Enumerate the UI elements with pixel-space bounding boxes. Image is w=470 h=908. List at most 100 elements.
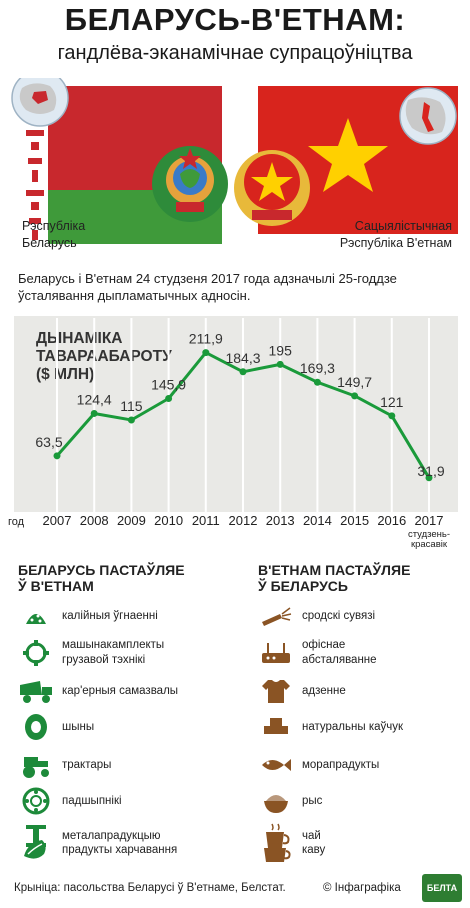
page-title: БЕЛАРУСЬ-В'ЕТНАМ: xyxy=(64,2,406,37)
x-tick-label: 2014 xyxy=(303,513,332,528)
list-item: чай xyxy=(258,822,321,850)
list-item-label-line: грузавой тэхнікі xyxy=(62,654,146,666)
data-point xyxy=(351,392,359,400)
data-point xyxy=(425,474,433,482)
list-item-label: каву xyxy=(302,843,326,856)
list-item: машынакамплекты грузавой тэхнікі xyxy=(18,638,164,668)
x-tick-label: 2008 xyxy=(80,513,109,528)
x-tick-label: 2009 xyxy=(117,513,146,528)
data-point xyxy=(313,378,321,386)
data-label: 184,3 xyxy=(225,350,260,366)
list-item-icon xyxy=(258,787,294,815)
list-item-label-line: офіснае xyxy=(302,639,346,651)
list-item-label-line: машынакамплекты xyxy=(62,639,165,651)
chart-background xyxy=(14,316,458,512)
truck-kit-icon xyxy=(23,640,49,666)
data-point xyxy=(388,412,396,420)
belarus-emblem-icon xyxy=(152,146,228,222)
list-item-label: машынакамплекты грузавой тэхнікі xyxy=(62,638,164,668)
infographic-credit: © Інфаграфіка xyxy=(323,882,401,894)
data-point xyxy=(127,416,135,424)
list-item-icon xyxy=(18,639,54,667)
list-item-icon xyxy=(18,713,54,741)
x-tick-label: 2016 xyxy=(377,513,406,528)
tea-icon xyxy=(266,823,290,848)
list-item-icon xyxy=(258,751,294,779)
list-item-icon xyxy=(18,836,54,864)
list-item-icon xyxy=(258,639,294,667)
country-belarus: Рэспубліка Беларусь xyxy=(22,219,86,250)
belarus-exports-heading: БЕЛАРУСЬ ПАСТАЎЛЯЕ Ў В'ЕТНАМ xyxy=(18,562,185,594)
data-label: 121 xyxy=(380,394,404,410)
list-item-label: адзенне xyxy=(302,684,346,697)
list-item: натуральны каўчук xyxy=(258,713,403,741)
x-tick-label: 2007 xyxy=(43,513,72,528)
data-label: 149,7 xyxy=(337,374,372,390)
rice-icon xyxy=(264,795,288,813)
bearing-icon xyxy=(22,787,50,815)
data-point xyxy=(90,409,98,417)
list-item-icon xyxy=(258,713,294,741)
list-item-label: металапрадукцыю xyxy=(62,829,161,842)
x-tick-label: 2010 xyxy=(154,513,183,528)
list-item: сродскі сувязі xyxy=(258,602,375,630)
data-label: 124,4 xyxy=(77,391,112,407)
rubber-icon xyxy=(264,718,288,734)
list-item-label: чай xyxy=(302,829,321,842)
list-item-icon xyxy=(258,602,294,630)
country-vietnam: Сацыялістычная Рэспубліка В'етнам xyxy=(339,219,452,250)
list-item-label: натуральны каўчук xyxy=(302,720,404,733)
list-item: трактары xyxy=(18,751,111,779)
list-item-label: рыс xyxy=(302,794,323,807)
list-item-icon xyxy=(258,677,294,705)
list-item: калійныя ўгнаенні xyxy=(18,602,158,630)
list-item-label: шыны xyxy=(62,720,95,733)
fertilizer-icon xyxy=(26,614,46,624)
data-point xyxy=(53,452,61,460)
x-tick-label: 2017 xyxy=(415,513,444,528)
data-label: 63,5 xyxy=(35,434,62,450)
data-label: 195 xyxy=(269,342,293,358)
x-axis-label: год xyxy=(8,516,25,528)
data-point xyxy=(276,360,284,368)
list-item: адзенне xyxy=(258,677,346,705)
x-tick-label: 2013 xyxy=(266,513,295,528)
x-tick-label: 2011 xyxy=(192,513,220,528)
list-item: шыны xyxy=(18,713,94,741)
dump-truck-icon xyxy=(20,681,52,703)
data-label: 145,9 xyxy=(151,377,186,393)
list-item-label: офіснае абсталяванне xyxy=(302,638,377,668)
data-label: 31,9 xyxy=(417,463,444,479)
list-item-icon xyxy=(18,677,54,705)
food-icon xyxy=(24,840,46,859)
data-label: 115 xyxy=(120,398,143,414)
list-item: офіснае абсталяванне xyxy=(258,638,377,668)
list-item-icon xyxy=(18,787,54,815)
list-item-label: трактары xyxy=(62,758,112,771)
chart-title: ДЫНАМІКА ТАВАРААБАРОТУ ($ МЛН) xyxy=(36,330,172,383)
list-item-icon xyxy=(18,602,54,630)
belta-logo: БЕЛТА xyxy=(422,874,462,902)
data-point xyxy=(202,349,210,357)
list-item-icon xyxy=(258,836,294,864)
x-tick-label: 2015 xyxy=(340,513,369,528)
list-item: кар'ерныя самазвалы xyxy=(18,677,178,705)
data-label: 211,9 xyxy=(189,331,223,347)
list-item-label: падшыпнікі xyxy=(62,794,122,807)
data-point xyxy=(239,368,247,376)
list-item: прадукты харчавання xyxy=(18,836,177,864)
router-icon xyxy=(262,643,290,663)
list-item: морапрадукты xyxy=(258,751,379,779)
list-item: каву xyxy=(258,836,325,864)
tractor-icon xyxy=(23,757,49,778)
vietnam-exports-heading: В'ЕТНАМ ПАСТАЎЛЯЕ Ў БЕЛАРУСЬ xyxy=(258,562,411,594)
list-item-label: сродскі сувязі xyxy=(302,609,376,622)
fish-icon xyxy=(262,759,291,771)
list-item-label: кар'ерныя самазвалы xyxy=(62,684,179,697)
x-tick-note: красавік xyxy=(411,539,448,550)
list-item-label: морапрадукты xyxy=(302,758,380,771)
belarus-globe-icon xyxy=(11,78,69,127)
tire-icon xyxy=(25,714,47,740)
list-item-label: прадукты харчавання xyxy=(62,843,178,856)
